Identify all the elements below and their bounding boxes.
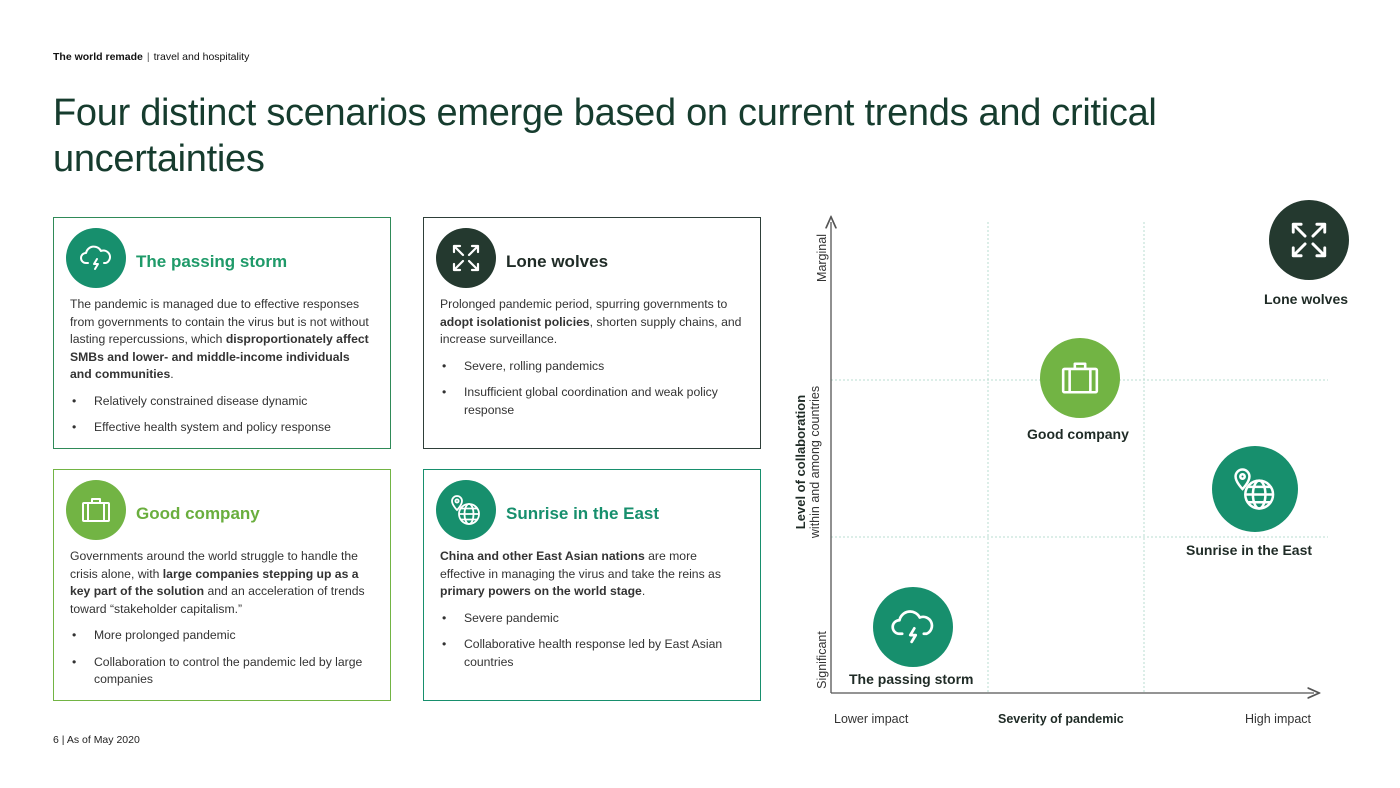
page-title: Four distinct scenarios emerge based on … bbox=[53, 92, 1157, 180]
card-description: Prolonged pandemic period, spurring gove… bbox=[440, 296, 744, 349]
description-end: and an acceleration of trends toward “st… bbox=[70, 584, 365, 616]
card-description: Governments around the world struggle to… bbox=[70, 548, 374, 618]
description-emphasis: China and other East Asian nations bbox=[440, 549, 645, 563]
kicker: The world remade | travel and hospitality bbox=[53, 51, 249, 63]
description-text: Governments around the world struggle to… bbox=[70, 549, 358, 581]
footer: 6 | As of May 2020 bbox=[53, 734, 140, 746]
globe-pin-icon bbox=[1234, 468, 1275, 510]
arrows-outward-icon bbox=[1291, 222, 1327, 258]
bullet-item: More prolonged pandemic bbox=[70, 627, 374, 645]
x-axis-left-label: Lower impact bbox=[834, 712, 909, 726]
bullet-item: Effective health system and policy respo… bbox=[70, 419, 374, 437]
bullet-item: Collaboration to control the pandemic le… bbox=[70, 654, 374, 689]
briefcase-icon bbox=[1061, 362, 1099, 394]
node-label-passing-storm: The passing storm bbox=[849, 671, 974, 687]
x-axis-right-label: High impact bbox=[1245, 712, 1311, 726]
card-good-company: Good company Governments around the worl… bbox=[53, 469, 391, 701]
card-body: The pandemic is managed due to effective… bbox=[70, 296, 374, 437]
node-lone-wolves bbox=[1269, 200, 1349, 280]
node-good-company bbox=[1040, 338, 1120, 418]
description-emphasis: disproportionately affect SMBs and lower… bbox=[70, 332, 369, 381]
y-axis-bottom-label: Significant bbox=[815, 631, 829, 689]
footer-date: As of May 2020 bbox=[66, 734, 140, 746]
bullet-item: Collaborative health response led by Eas… bbox=[440, 636, 744, 671]
node-label-lone-wolves: Lone wolves bbox=[1264, 291, 1349, 307]
briefcase-icon bbox=[66, 480, 126, 540]
page-number: 6 bbox=[53, 734, 59, 746]
description-emphasis: adopt isolationist policies bbox=[440, 314, 590, 329]
card-bullets: More prolonged pandemic Collaboration to… bbox=[70, 627, 374, 689]
card-bullets: Severe, rolling pandemics Insufficient g… bbox=[440, 358, 744, 420]
description-emphasis: primary powers on the world stage bbox=[440, 584, 642, 598]
card-description: China and other East Asian nations are m… bbox=[440, 548, 744, 601]
description-emphasis: large companies stepping up as a key par… bbox=[70, 566, 359, 599]
arrows-outward-icon bbox=[436, 228, 496, 288]
card-bullets: Severe pandemic Collaborative health res… bbox=[440, 610, 744, 672]
y-axis-top-label: Marginal bbox=[815, 234, 829, 282]
y-axis-title: Level of collaboration within and among … bbox=[793, 386, 823, 538]
bullet-item: Severe pandemic bbox=[440, 610, 744, 628]
kicker-separator: | bbox=[146, 51, 150, 63]
kicker-topic: travel and hospitality bbox=[153, 51, 250, 63]
globe-pin-icon bbox=[436, 480, 496, 540]
y-axis-title-main: Level of collaboration bbox=[793, 394, 808, 530]
bullet-item: Insufficient global coordination and wea… bbox=[440, 384, 744, 419]
description-text: Prolonged pandemic period, spurring gove… bbox=[440, 297, 728, 311]
kicker-section: The world remade bbox=[53, 51, 143, 63]
card-title: Sunrise in the East bbox=[506, 504, 660, 523]
bullet-item: Relatively constrained disease dynamic bbox=[70, 393, 374, 411]
node-label-good-company: Good company bbox=[1027, 426, 1129, 442]
card-title: Lone wolves bbox=[506, 252, 609, 271]
node-label-sunrise-east: Sunrise in the East bbox=[1186, 542, 1313, 558]
card-body: China and other East Asian nations are m… bbox=[440, 548, 744, 671]
card-sunrise-east: Sunrise in the East China and other East… bbox=[423, 469, 761, 701]
card-lone-wolves: Lone wolves Prolonged pandemic period, s… bbox=[423, 217, 761, 449]
description-end: , shorten supply chains, and increase su… bbox=[440, 314, 742, 347]
node-sunrise-east bbox=[1212, 446, 1298, 532]
y-axis-title-sub: within and among countries bbox=[808, 385, 822, 539]
cloud-lightning-icon bbox=[891, 610, 934, 644]
card-title: Good company bbox=[136, 504, 260, 523]
card-description: The pandemic is managed due to effective… bbox=[70, 296, 374, 384]
x-axis-title: Severity of pandemic bbox=[998, 712, 1124, 726]
card-bullets: Relatively constrained disease dynamic E… bbox=[70, 393, 374, 437]
bullet-item: Severe, rolling pandemics bbox=[440, 358, 744, 376]
card-body: Governments around the world struggle to… bbox=[70, 548, 374, 689]
description-end: . bbox=[641, 584, 646, 598]
card-title: The passing storm bbox=[136, 252, 288, 271]
description-text: The pandemic is managed due to effective… bbox=[70, 297, 369, 346]
card-passing-storm: The passing storm The pandemic is manage… bbox=[53, 217, 391, 449]
card-body: Prolonged pandemic period, spurring gove… bbox=[440, 296, 744, 419]
description-end: . bbox=[170, 367, 174, 381]
cloud-lightning-icon bbox=[66, 228, 126, 288]
footer-separator: | bbox=[61, 734, 65, 746]
node-passing-storm bbox=[873, 587, 953, 667]
description-text: are more effective in managing the virus… bbox=[440, 549, 721, 581]
